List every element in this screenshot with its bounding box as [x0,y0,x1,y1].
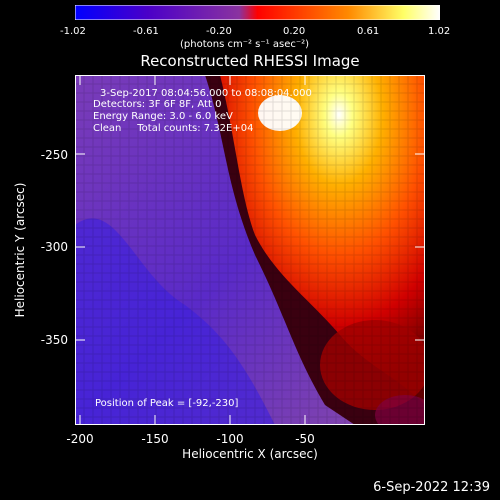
x-tick-label: -200 [66,432,94,446]
info-time-range: 3-Sep-2017 08:04:56.000 to 08:08:04.000 [100,88,312,99]
x-tick-marks [79,75,306,425]
colorbar-tick-4: 0.61 [357,26,380,37]
colorbar-tick-1: -0.61 [133,26,159,37]
plot-title: Reconstructed RHESSI Image [140,52,360,70]
colorbar-tick-5: 1.02 [428,26,451,37]
x-tick-label: -150 [141,432,169,446]
y-axis-label: Heliocentric Y (arcsec) [13,182,27,318]
rhessi-image-canvas [75,75,435,435]
colorbar [74,4,441,21]
colorbar-tick-0: -1.02 [60,26,86,37]
plot-frame [75,75,425,425]
colorbar-tick-2: -0.20 [206,26,232,37]
x-tick-label: -50 [295,432,315,446]
y-tick-label: -350 [40,333,68,347]
colorbar-units: (photons cm⁻² s⁻¹ asec⁻²) [180,39,310,50]
y-tick-label: -300 [40,240,68,254]
x-tick-label: -100 [216,432,244,446]
y-tick-marks [75,153,425,341]
info-energy-range: Energy Range: 3.0 - 6.0 keV [93,111,233,122]
info-clean-counts: Clean Total counts: 7.32E+04 [93,123,254,134]
x-axis-label: Heliocentric X (arcsec) [182,447,318,461]
y-tick-label: -250 [40,148,68,162]
colorbar-gradient [74,4,441,21]
colorbar-tick-3: 0.20 [283,26,306,37]
timestamp: 6-Sep-2022 12:39 [373,480,490,495]
rhessi-image [75,75,435,435]
info-detectors: Detectors: 3F 6F 8F, Att 0 [93,99,222,110]
info-peak-position: Position of Peak = [-92,-230] [95,398,239,409]
